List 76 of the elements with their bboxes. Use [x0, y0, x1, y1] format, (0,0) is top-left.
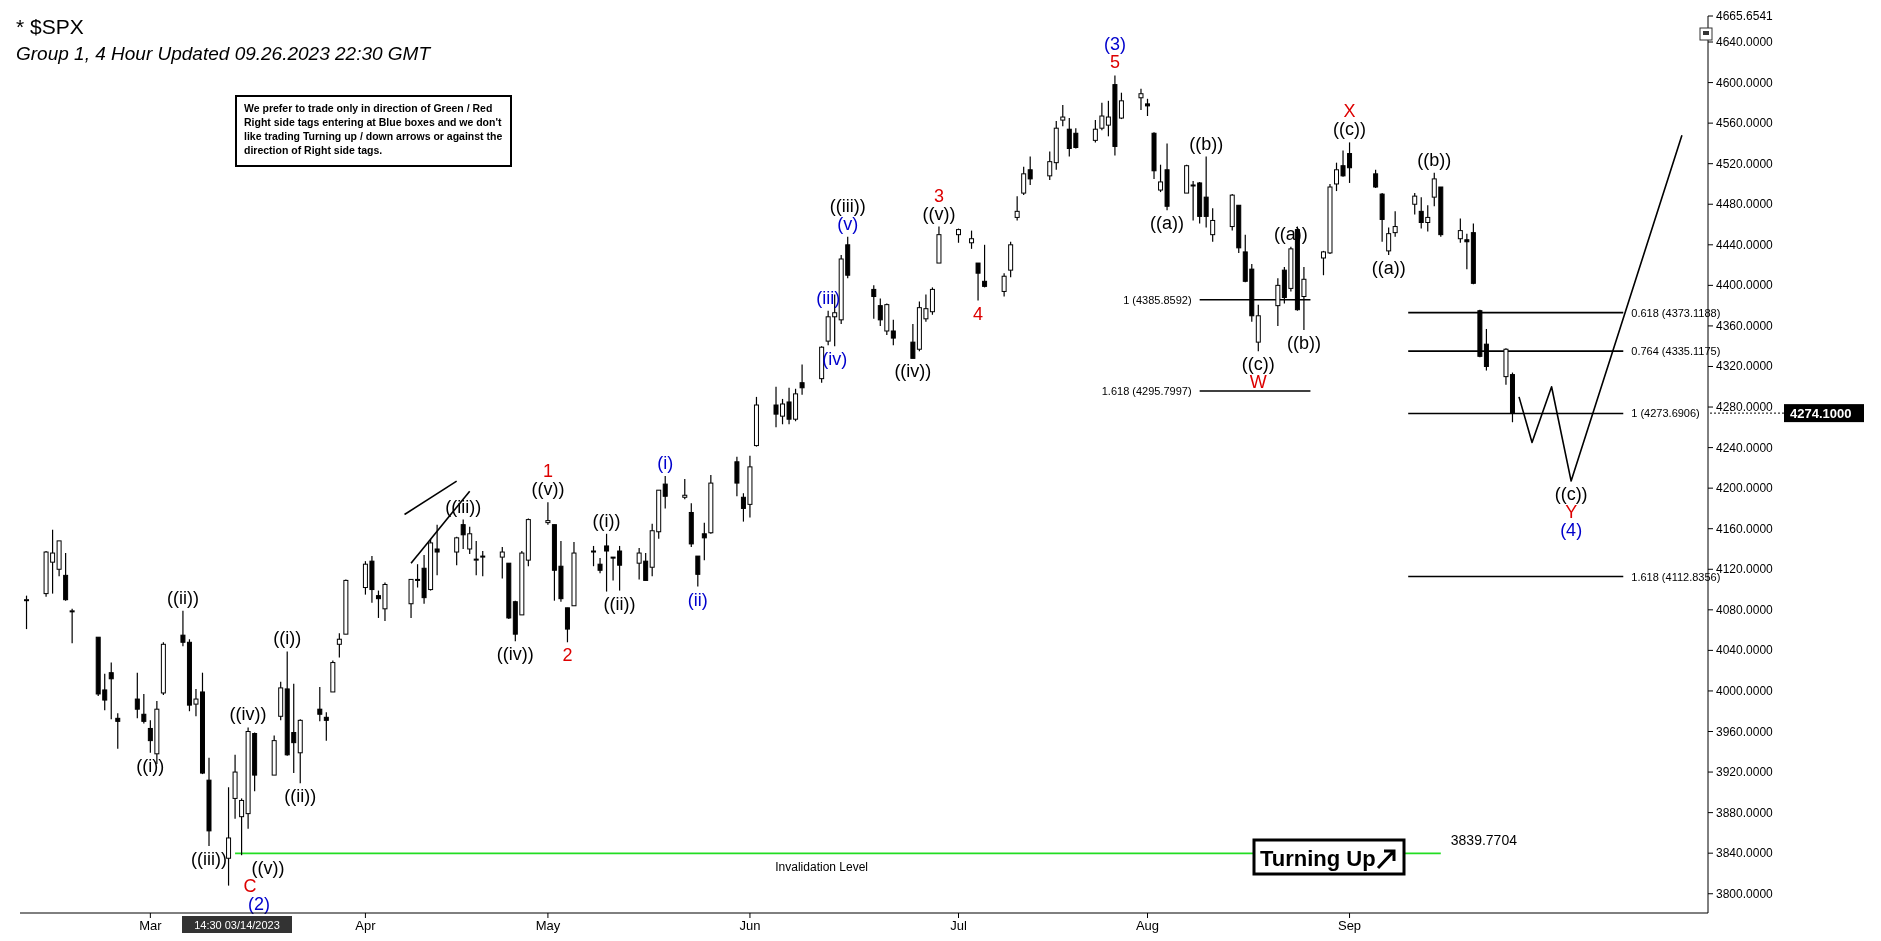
- annotation: 1: [542, 461, 553, 482]
- annotation: X: [1343, 101, 1356, 122]
- annotation: 0.618 (4373.1188): [1631, 306, 1721, 319]
- y-tick-label: 4080.0000: [1716, 602, 1774, 617]
- annotation: ((ii)): [166, 587, 199, 608]
- x-tick-label: Apr: [355, 918, 377, 933]
- x-tick-label: Aug: [1135, 918, 1160, 933]
- y-tick-label: 4360.0000: [1716, 318, 1774, 333]
- annotation: (ii): [687, 589, 708, 610]
- annotation: 1 (4273.6906): [1631, 407, 1700, 420]
- y-tick-label: 4440.0000: [1716, 237, 1774, 252]
- annotation: ((v)): [922, 203, 956, 224]
- annotation: ((iv)): [229, 704, 267, 725]
- y-tick-label: 4280.0000: [1716, 400, 1774, 415]
- annotation: ((v)): [251, 858, 285, 879]
- y-tick-label: 4640.0000: [1716, 35, 1774, 50]
- annotation: 0.764 (4335.1175): [1631, 345, 1721, 358]
- y-tick-label: 4320.0000: [1716, 359, 1774, 374]
- y-tick-label: 4480.0000: [1716, 197, 1774, 212]
- x-tick-label: Jun: [739, 918, 761, 933]
- annotation: ((b)): [1417, 149, 1452, 170]
- annotation: ((c)): [1241, 354, 1275, 375]
- y-tick-label: 3920.0000: [1716, 765, 1774, 780]
- chart-title: * $SPX: [16, 15, 84, 38]
- annotation: ((b)): [1286, 332, 1321, 353]
- y-tick-label: 4040.0000: [1716, 643, 1774, 658]
- y-tick-label: 4520.0000: [1716, 156, 1774, 171]
- annotation: ((c)): [1554, 484, 1588, 505]
- annotation: 3839.7704: [1450, 832, 1518, 849]
- annotation: ((ii)): [603, 593, 636, 614]
- y-tick-label: 4160.0000: [1716, 521, 1774, 536]
- annotation: ((a)): [1371, 257, 1406, 278]
- annotation: 1 (4385.8592): [1123, 293, 1192, 306]
- annotation: Turning Up: [1260, 846, 1376, 871]
- annotation: (4): [1560, 520, 1583, 541]
- annotation: 4: [973, 303, 984, 324]
- annotation: ((iv)): [496, 644, 534, 665]
- x-tick-label: Mar: [139, 918, 163, 933]
- y-tick-label: 4600.0000: [1716, 75, 1774, 90]
- annotation: ((i)): [136, 755, 165, 776]
- annotation: ((a)): [1150, 213, 1185, 234]
- annotation: ((iii)): [191, 849, 227, 870]
- annotation: (2): [248, 894, 270, 915]
- annotation: ((v)): [531, 479, 565, 500]
- annotation: ((ii)): [284, 786, 317, 807]
- annotation: 2: [562, 645, 573, 666]
- x-tick-label: Sep: [1337, 918, 1362, 933]
- annotation: 5: [1109, 52, 1120, 73]
- y-tick-label: 4200.0000: [1716, 481, 1774, 496]
- text: 4274.1000: [1790, 406, 1852, 422]
- y-tick-label: 3840.0000: [1716, 846, 1774, 861]
- annotation: ((c)): [1333, 119, 1367, 140]
- annotation: ((i)): [592, 510, 621, 531]
- y-tick-label: 4400.0000: [1716, 278, 1774, 293]
- annotation: We prefer to trade only in direction of Green / Red Right side tags entering at Blue boxes and we don't like trading Turning up / down arrows or against the direction of Right side tags.: [244, 102, 503, 156]
- y-tick-label: 3960.0000: [1716, 724, 1774, 739]
- annotation: Invalidation Level: [775, 860, 868, 875]
- y-tick-label: 4560.0000: [1716, 116, 1774, 131]
- y-tick-label: 4665.6541: [1716, 9, 1774, 23]
- x-tick-label: May: [535, 918, 561, 933]
- annotation: ((iii)): [829, 195, 866, 216]
- y-tick-label: 4000.0000: [1716, 683, 1774, 698]
- annotation: ((iv)): [894, 361, 932, 382]
- text: 14:30 03/14/2023: [194, 919, 280, 931]
- annotation: (i): [657, 452, 674, 473]
- annotation: 3: [933, 185, 944, 206]
- annotation: (3): [1103, 34, 1126, 55]
- y-tick-label: 3800.0000: [1716, 886, 1774, 901]
- annotation: Group 1, 4 Hour Updated 09.26.2023 22:30 GMT: [16, 43, 432, 64]
- x-tick-label: Jul: [950, 918, 967, 933]
- annotation: (iii): [816, 287, 841, 308]
- annotation: 1.618 (4295.7997): [1101, 385, 1192, 398]
- y-tick-label: 4240.0000: [1716, 440, 1774, 455]
- y-tick-label: 3880.0000: [1716, 805, 1774, 820]
- annotation: ((i)): [273, 628, 302, 649]
- annotation: ((b)): [1189, 133, 1224, 154]
